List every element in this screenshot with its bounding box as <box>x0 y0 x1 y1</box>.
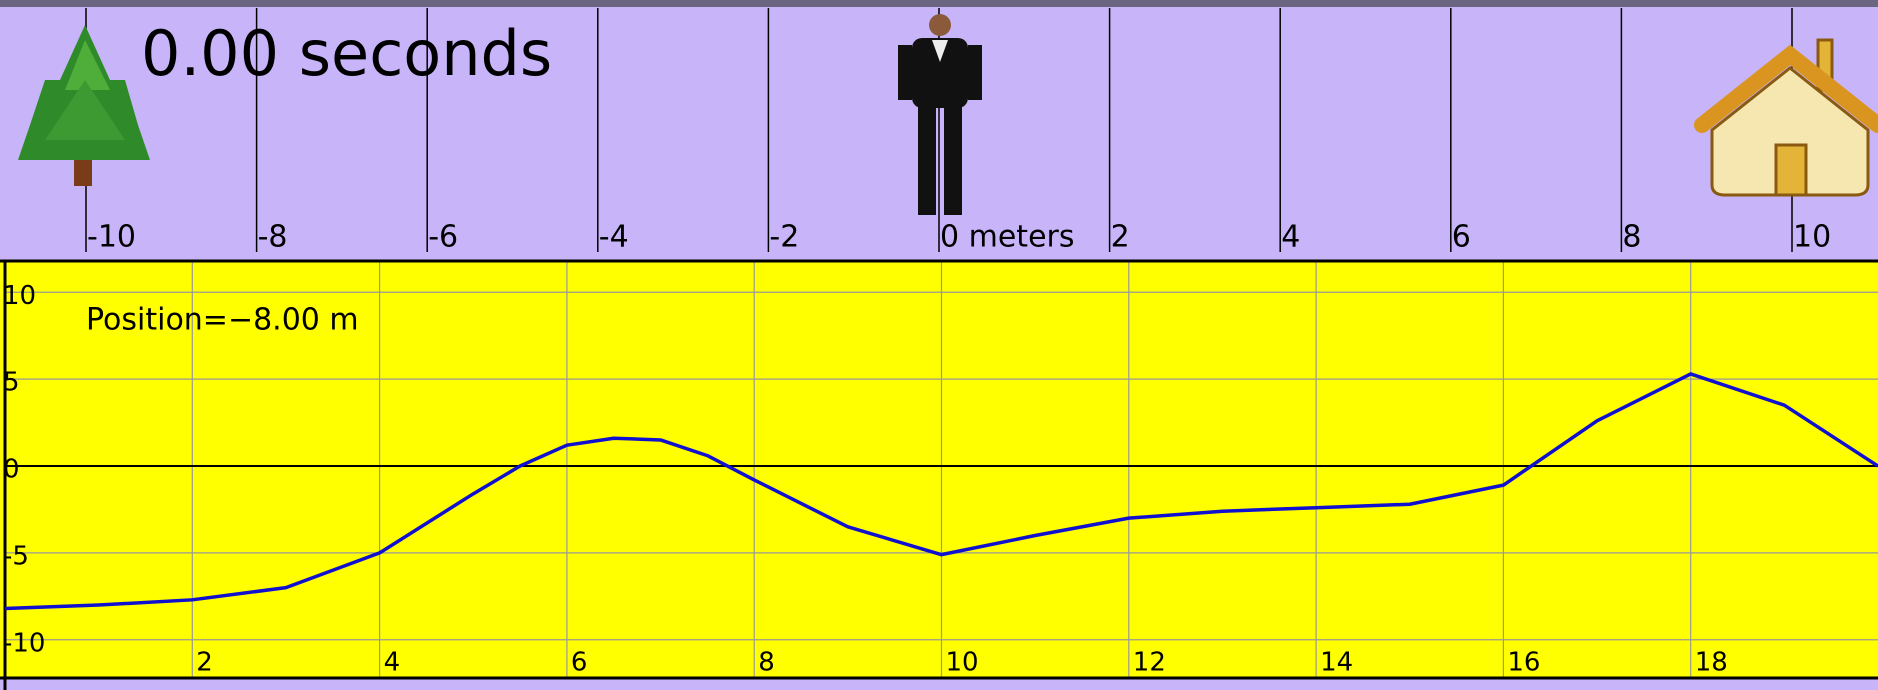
ruler-label: -4 <box>599 220 629 255</box>
x-tick-label: 10 <box>946 648 979 678</box>
ruler-label: -2 <box>769 220 799 255</box>
x-tick-label: 4 <box>384 648 401 678</box>
ruler-label: 0 meters <box>940 220 1075 255</box>
title-bar <box>0 0 1878 7</box>
ruler-label: -8 <box>258 220 288 255</box>
x-tick-label: 12 <box>1133 648 1166 678</box>
x-tick-label: 6 <box>571 648 588 678</box>
ruler: -10 -8 -6 -4 -2 0 meters 2 4 6 8 10 <box>85 8 1831 255</box>
ruler-label: 2 <box>1111 220 1130 255</box>
timer: 0.00 seconds <box>141 17 552 90</box>
position-line <box>4 372 1878 611</box>
y-tick-label: 5 <box>3 368 20 398</box>
y-tick-label: -10 <box>3 628 45 658</box>
y-tick-label: 0 <box>3 455 20 485</box>
y-tick-label: -5 <box>3 541 29 571</box>
y-tick-label: 10 <box>3 281 36 311</box>
ruler-label: 6 <box>1452 220 1471 255</box>
annotation: Position=−8.00 m <box>86 303 359 338</box>
x-tick-label: 16 <box>1507 648 1540 678</box>
tree <box>18 25 150 186</box>
house <box>1694 38 1878 197</box>
ruler-label: -10 <box>87 220 136 255</box>
ruler-label: 10 <box>1793 220 1831 255</box>
ruler-label: 8 <box>1622 220 1641 255</box>
ruler-label: -6 <box>428 220 458 255</box>
position-chart: 2 4 6 8 10 12 14 16 18 -10 -5 0 5 10 Position=−8.00 m <box>3 261 1878 690</box>
ruler-label: 4 <box>1281 220 1300 255</box>
x-tick-label: 14 <box>1320 648 1353 678</box>
x-tick-label: 8 <box>758 648 775 678</box>
chart-area <box>0 261 1878 678</box>
x-tick-label: 18 <box>1695 648 1728 678</box>
x-tick-label: 2 <box>196 648 213 678</box>
moving-man[interactable] <box>898 14 982 215</box>
